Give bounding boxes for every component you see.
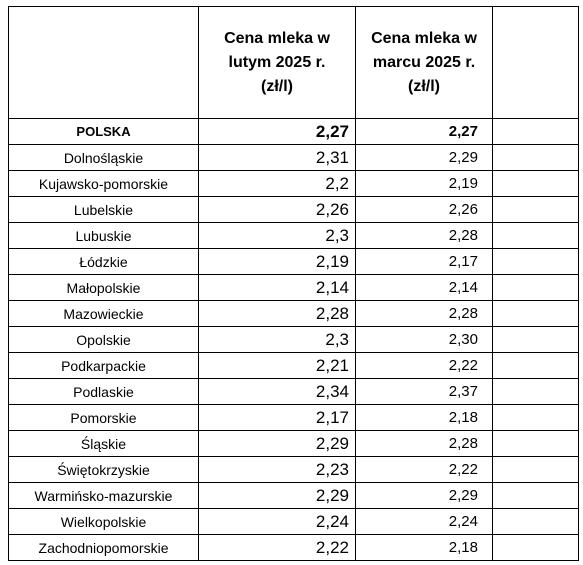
price-cell: 2,19	[355, 170, 493, 197]
empty-cell	[492, 534, 579, 561]
price-cell: 2,21	[198, 352, 356, 379]
price-cell: 2,29	[355, 144, 493, 171]
header-cell: Cena mleka w marcu 2025 r. (zł/l)	[355, 6, 493, 119]
table-row: Śląskie 2,29 2,28	[8, 430, 579, 457]
price-cell: 2,28	[355, 222, 493, 249]
price-cell: 2,28	[355, 300, 493, 327]
table-body: Cena mleka w lutym 2025 r. (zł/l) Cena m…	[8, 6, 579, 561]
table-row: Pomorskie 2,17 2,18	[8, 404, 579, 431]
empty-cell	[492, 222, 579, 249]
table-row: Warmińsko-mazurskie 2,29 2,29	[8, 482, 579, 509]
empty-cell	[492, 274, 579, 301]
price-cell: 2,37	[355, 378, 493, 405]
table-row: Zachodniopomorskie 2,22 2,18	[8, 534, 579, 561]
table-row: Lubuskie 2,3 2,28	[8, 222, 579, 249]
empty-cell	[492, 352, 579, 379]
price-cell: 2,28	[355, 430, 493, 457]
empty-cell	[492, 118, 579, 145]
empty-cell	[492, 170, 579, 197]
region-cell: Pomorskie	[8, 404, 199, 431]
region-cell: Łódzkie	[8, 248, 199, 275]
empty-cell	[492, 196, 579, 223]
price-cell: 2,2	[198, 170, 356, 197]
region-cell: POLSKA	[8, 118, 199, 145]
table-row: Dolnośląskie 2,31 2,29	[8, 144, 579, 171]
empty-cell	[492, 508, 579, 535]
price-cell: 2,27	[198, 118, 356, 145]
price-cell: 2,29	[198, 430, 356, 457]
region-cell: Podkarpackie	[8, 352, 199, 379]
table-row: Opolskie 2,3 2,30	[8, 326, 579, 353]
price-cell: 2,24	[198, 508, 356, 535]
price-cell: 2,17	[198, 404, 356, 431]
header-text: Cena mleka w lutym 2025 r. (zł/l)	[224, 29, 330, 95]
price-cell: 2,22	[198, 534, 356, 561]
table-row: Podkarpackie 2,21 2,22	[8, 352, 579, 379]
price-cell: 2,30	[355, 326, 493, 353]
header-empty	[492, 6, 579, 119]
price-cell: 2,19	[198, 248, 356, 275]
price-cell: 2,27	[355, 118, 493, 145]
price-table: Cena mleka w lutym 2025 r. (zł/l) Cena m…	[8, 6, 579, 561]
empty-cell	[492, 430, 579, 457]
price-cell: 2,29	[355, 482, 493, 509]
table-row: Mazowieckie 2,28 2,28	[8, 300, 579, 327]
table-row: Podlaskie 2,34 2,37	[8, 378, 579, 405]
header-row: Cena mleka w lutym 2025 r. (zł/l) Cena m…	[8, 6, 579, 119]
table-row: Lubelskie 2,26 2,26	[8, 196, 579, 223]
region-cell: Lubelskie	[8, 196, 199, 223]
region-cell: Warmińsko-mazurskie	[8, 482, 199, 509]
table-row: Małopolskie 2,14 2,14	[8, 274, 579, 301]
price-cell: 2,18	[355, 404, 493, 431]
empty-cell	[492, 326, 579, 353]
price-cell: 2,24	[355, 508, 493, 535]
table-row: Kujawsko-pomorskie 2,2 2,19	[8, 170, 579, 197]
price-cell: 2,29	[198, 482, 356, 509]
price-cell: 2,34	[198, 378, 356, 405]
empty-cell	[492, 300, 579, 327]
price-cell: 2,31	[198, 144, 356, 171]
header-empty	[8, 6, 199, 119]
region-cell: Dolnośląskie	[8, 144, 199, 171]
region-cell: Śląskie	[8, 430, 199, 457]
empty-cell	[492, 144, 579, 171]
price-cell: 2,14	[355, 274, 493, 301]
table-row: POLSKA 2,27 2,27	[8, 118, 579, 145]
empty-cell	[492, 404, 579, 431]
price-cell: 2,23	[198, 456, 356, 483]
region-cell: Wielkopolskie	[8, 508, 199, 535]
empty-cell	[492, 248, 579, 275]
header-cell: Cena mleka w lutym 2025 r. (zł/l)	[198, 6, 356, 119]
region-cell: Opolskie	[8, 326, 199, 353]
empty-cell	[492, 482, 579, 509]
region-cell: Lubuskie	[8, 222, 199, 249]
price-cell: 2,17	[355, 248, 493, 275]
price-cell: 2,3	[198, 222, 356, 249]
header-text: Cena mleka w marcu 2025 r. (zł/l)	[371, 29, 477, 95]
price-cell: 2,22	[355, 352, 493, 379]
empty-cell	[492, 456, 579, 483]
price-cell: 2,3	[198, 326, 356, 353]
region-cell: Kujawsko-pomorskie	[8, 170, 199, 197]
table-row: Świętokrzyskie 2,23 2,22	[8, 456, 579, 483]
region-cell: Zachodniopomorskie	[8, 534, 199, 561]
region-cell: Mazowieckie	[8, 300, 199, 327]
table-row: Wielkopolskie 2,24 2,24	[8, 508, 579, 535]
region-cell: Podlaskie	[8, 378, 199, 405]
price-cell: 2,14	[198, 274, 356, 301]
price-cell: 2,26	[355, 196, 493, 223]
table-row: Łódzkie 2,19 2,17	[8, 248, 579, 275]
price-cell: 2,22	[355, 456, 493, 483]
price-cell: 2,18	[355, 534, 493, 561]
region-cell: Świętokrzyskie	[8, 456, 199, 483]
empty-cell	[492, 378, 579, 405]
region-cell: Małopolskie	[8, 274, 199, 301]
price-cell: 2,28	[198, 300, 356, 327]
price-cell: 2,26	[198, 196, 356, 223]
